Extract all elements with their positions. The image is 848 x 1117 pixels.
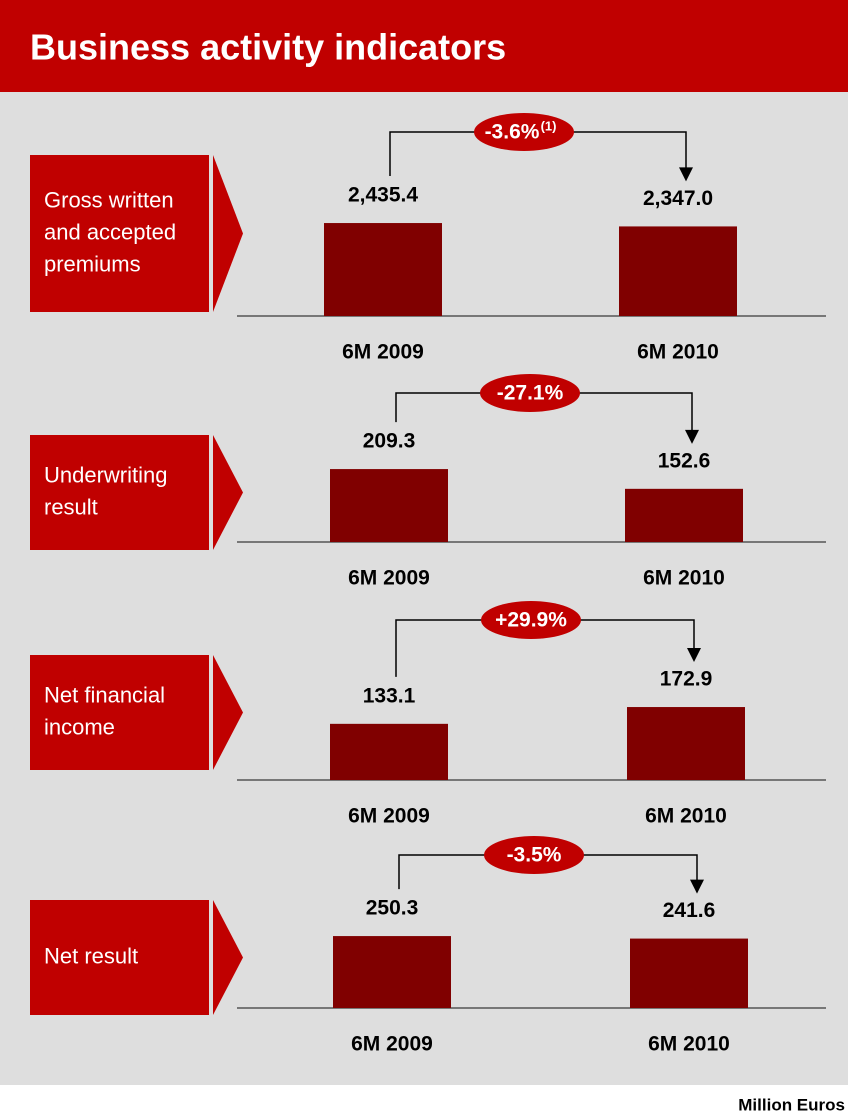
panel-label: Underwriting bbox=[44, 462, 168, 487]
change-label: -27.1% bbox=[497, 382, 564, 405]
category-label: 6M 2009 bbox=[351, 1033, 433, 1056]
bar bbox=[333, 936, 451, 1008]
value-label: 152.6 bbox=[658, 449, 711, 472]
bar bbox=[330, 469, 448, 542]
value-label: 2,435.4 bbox=[348, 184, 418, 207]
label-box bbox=[30, 655, 209, 770]
panel-label: and accepted bbox=[44, 219, 176, 244]
change-label: -3.6% bbox=[485, 121, 540, 144]
label-chevron bbox=[213, 900, 243, 1015]
label-box bbox=[30, 435, 209, 550]
category-label: 6M 2010 bbox=[645, 805, 727, 828]
change-badge bbox=[474, 113, 574, 151]
panel-label: Net result bbox=[44, 943, 138, 968]
change-arrowhead bbox=[690, 879, 704, 894]
change-arrowhead bbox=[679, 167, 693, 182]
value-label: 133.1 bbox=[363, 684, 416, 707]
change-arrowhead bbox=[685, 429, 699, 444]
category-label: 6M 2009 bbox=[348, 805, 430, 828]
value-label: 2,347.0 bbox=[643, 187, 713, 210]
category-label: 6M 2010 bbox=[643, 567, 725, 590]
change-badge bbox=[481, 601, 581, 639]
value-label: 209.3 bbox=[363, 430, 416, 453]
value-label: 241.6 bbox=[663, 899, 716, 922]
bar bbox=[324, 223, 442, 316]
bar bbox=[630, 938, 748, 1008]
panel-label: Net financial bbox=[44, 682, 165, 707]
category-label: 6M 2010 bbox=[648, 1033, 730, 1056]
change-label: +29.9% bbox=[495, 609, 567, 632]
panel-label: income bbox=[44, 714, 115, 739]
label-chevron bbox=[213, 435, 243, 550]
change-note: (1) bbox=[541, 118, 557, 133]
bar bbox=[627, 707, 745, 780]
bar bbox=[619, 226, 737, 316]
panel-label: premiums bbox=[44, 251, 141, 276]
bar bbox=[330, 723, 448, 780]
unit-note: Million Euros bbox=[738, 1095, 845, 1114]
header-band bbox=[0, 0, 848, 92]
panel-label: Gross written bbox=[44, 187, 174, 212]
change-arrowhead bbox=[687, 648, 701, 663]
label-box bbox=[30, 900, 209, 1015]
change-label: -3.5% bbox=[507, 844, 562, 867]
bar bbox=[625, 488, 743, 542]
category-label: 6M 2009 bbox=[348, 567, 430, 590]
category-label: 6M 2010 bbox=[637, 341, 719, 364]
label-chevron bbox=[213, 655, 243, 770]
label-chevron bbox=[213, 155, 243, 312]
value-label: 250.3 bbox=[366, 897, 419, 920]
panel-label: result bbox=[44, 494, 98, 519]
change-badge bbox=[484, 836, 584, 874]
category-label: 6M 2009 bbox=[342, 341, 424, 364]
slide-title: Business activity indicators bbox=[30, 27, 506, 68]
value-label: 172.9 bbox=[660, 668, 713, 691]
change-badge bbox=[480, 374, 580, 412]
label-box bbox=[30, 155, 209, 312]
